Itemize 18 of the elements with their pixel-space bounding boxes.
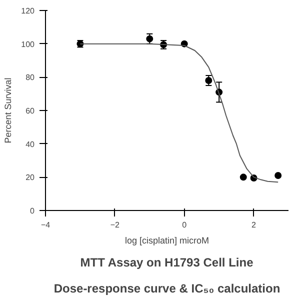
x-tick-label: −4 <box>40 220 51 230</box>
y-tick-label: 100 <box>21 40 36 49</box>
point <box>274 172 282 179</box>
y-tick-label: 60 <box>26 106 36 116</box>
x-tick-label: −2 <box>110 220 120 230</box>
y-tick-label: 120 <box>21 6 36 16</box>
y-tick-label: 0 <box>30 206 36 216</box>
point <box>205 77 212 84</box>
y-tick-label: 20 <box>26 173 36 182</box>
y-tick-label: 80 <box>26 73 36 82</box>
point <box>240 174 247 181</box>
y-tick-label: 40 <box>26 140 36 149</box>
y-axis-title: Percent Survival <box>3 78 14 144</box>
point <box>146 35 154 42</box>
x-axis-title: log [cisplatin] microM <box>124 236 210 246</box>
x-tick-label: 2 <box>252 220 257 230</box>
x-tick-label: 0 <box>182 220 188 230</box>
text: MTT Assay on H1793 Cell Line Dose-response curve & IC₅₀ calculation <box>54 256 280 296</box>
